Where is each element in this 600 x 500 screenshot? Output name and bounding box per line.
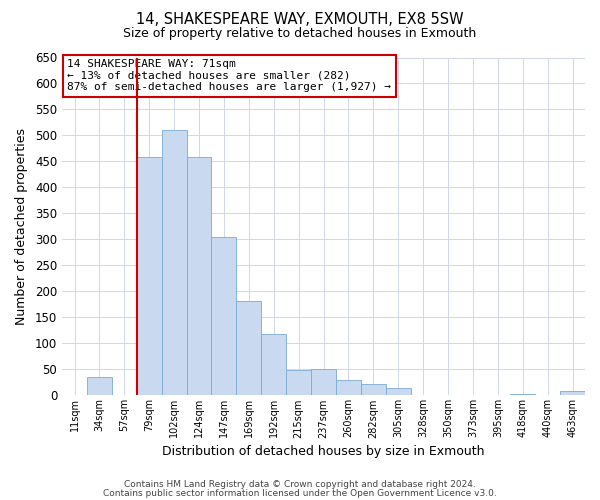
Text: 14, SHAKESPEARE WAY, EXMOUTH, EX8 5SW: 14, SHAKESPEARE WAY, EXMOUTH, EX8 5SW (136, 12, 464, 28)
Bar (336, 380, 361, 396)
Bar (137, 158, 161, 396)
Bar (87, 377, 112, 396)
Text: Size of property relative to detached houses in Exmouth: Size of property relative to detached ho… (124, 28, 476, 40)
Bar (286, 370, 311, 396)
Bar (560, 391, 585, 396)
Bar (386, 388, 410, 396)
Bar (510, 394, 535, 396)
Y-axis label: Number of detached properties: Number of detached properties (15, 128, 28, 325)
Bar (187, 158, 211, 396)
Bar (311, 370, 336, 396)
Text: 14 SHAKESPEARE WAY: 71sqm
← 13% of detached houses are smaller (282)
87% of semi: 14 SHAKESPEARE WAY: 71sqm ← 13% of detac… (67, 59, 391, 92)
Bar (361, 384, 386, 396)
X-axis label: Distribution of detached houses by size in Exmouth: Distribution of detached houses by size … (162, 444, 485, 458)
Bar (211, 237, 236, 396)
Bar (236, 302, 261, 396)
Bar (161, 130, 187, 396)
Bar (261, 334, 286, 396)
Text: Contains HM Land Registry data © Crown copyright and database right 2024.: Contains HM Land Registry data © Crown c… (124, 480, 476, 489)
Text: Contains public sector information licensed under the Open Government Licence v3: Contains public sector information licen… (103, 488, 497, 498)
